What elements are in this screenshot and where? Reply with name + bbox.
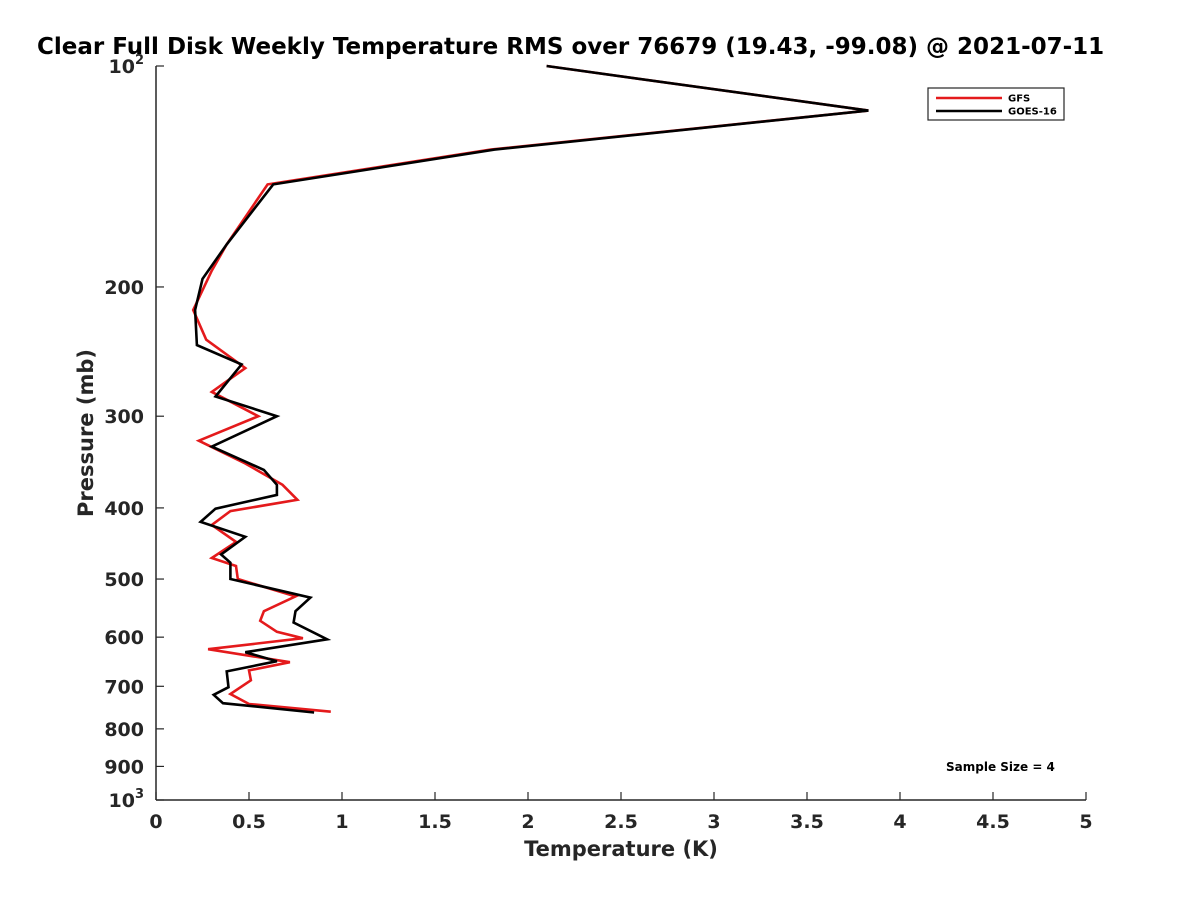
series-layer — [191, 64, 869, 714]
chart-title: Clear Full Disk Weekly Temperature RMS o… — [37, 34, 1104, 60]
y-tick-base: 400 — [104, 498, 144, 520]
x-tick-label: 1 — [335, 811, 348, 833]
y-tick-label: 103 — [109, 787, 145, 812]
y-tick-base: 700 — [104, 676, 144, 698]
y-tick-label: 900 — [104, 756, 144, 778]
y-tick-base: 300 — [104, 406, 144, 428]
series-line-goes-16 — [193, 64, 869, 714]
y-tick-base: 200 — [104, 277, 144, 299]
y-tick-exponent: 3 — [135, 787, 144, 802]
y-tick-label: 500 — [104, 569, 144, 591]
y-tick-base: 500 — [104, 569, 144, 591]
y-tick-base: 800 — [104, 719, 144, 741]
y-tick-label: 400 — [104, 498, 144, 520]
y-tick-base: 10 — [109, 56, 135, 78]
y-axis-label: Pressure (mb) — [74, 349, 98, 517]
y-tick-exponent: 2 — [135, 53, 144, 68]
x-tick-label: 0 — [149, 811, 162, 833]
x-tick-label: 3.5 — [790, 811, 824, 833]
legend-label: GOES-16 — [1008, 107, 1057, 118]
x-tick-label: 4.5 — [976, 811, 1010, 833]
legend-label: GFS — [1008, 94, 1030, 105]
y-tick-label: 600 — [104, 627, 144, 649]
y-tick-label: 102 — [109, 53, 145, 78]
x-tick-label: 2.5 — [604, 811, 638, 833]
x-axis-label: Temperature (K) — [524, 837, 718, 861]
legend[interactable]: GFS GOES-16 — [927, 87, 1065, 121]
x-tick-label: 0.5 — [232, 811, 266, 833]
x-tick-label: 3 — [707, 811, 720, 833]
y-tick-label: 700 — [104, 676, 144, 698]
x-tick-label: 4 — [893, 811, 906, 833]
y-tick-base: 10 — [109, 790, 135, 812]
y-tick-label: 800 — [104, 719, 144, 741]
y-tick-base: 900 — [104, 756, 144, 778]
x-tick-label: 5 — [1079, 811, 1092, 833]
x-tick-label: 2 — [521, 811, 534, 833]
y-tick-label: 300 — [104, 406, 144, 428]
x-axis-ticks: 0 0.5 1 1.5 2 2.5 3 3.5 4 4.5 5 — [149, 792, 1093, 833]
legend-box — [927, 87, 1065, 121]
legend-items: GFS GOES-16 — [936, 94, 1057, 118]
y-tick-label: 200 — [104, 277, 144, 299]
x-tick-label: 1.5 — [418, 811, 452, 833]
y-tick-base: 600 — [104, 627, 144, 649]
sample-size-annotation: Sample Size = 4 — [946, 760, 1055, 774]
